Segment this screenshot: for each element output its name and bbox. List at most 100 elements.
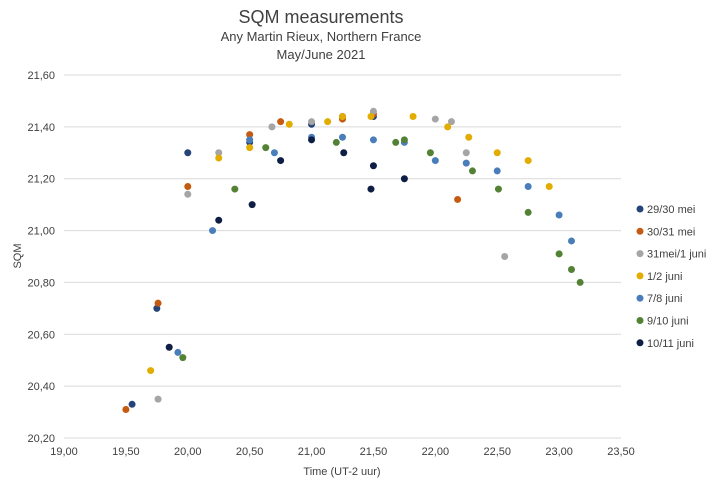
data-point — [468, 167, 476, 175]
data-point — [369, 162, 377, 170]
legend-label: 10/11 juni — [647, 338, 694, 350]
data-point — [179, 354, 187, 362]
legend-marker — [636, 250, 644, 258]
data-point — [545, 182, 553, 190]
data-point — [215, 154, 223, 162]
data-point — [555, 211, 563, 219]
x-tick-label: 23,00 — [545, 446, 573, 458]
data-point — [524, 182, 532, 190]
data-point — [340, 149, 348, 157]
data-point — [369, 107, 377, 115]
data-point — [248, 201, 256, 209]
data-point — [392, 138, 400, 146]
legend-label: 31mei/1 juni — [647, 249, 706, 261]
data-point — [174, 348, 182, 356]
legend-marker — [636, 339, 644, 347]
data-point — [246, 131, 254, 139]
x-tick-label: 20,50 — [236, 446, 264, 458]
data-point — [215, 149, 223, 157]
data-point — [277, 118, 285, 126]
legend: 29/30 mei 30/31 mei 31mei/1 juni 1/2 juni 7/… — [636, 204, 706, 350]
data-point — [270, 149, 278, 157]
data-point — [165, 343, 173, 351]
data-point — [465, 133, 473, 141]
x-axis-ticks: 19,00 19,50 20,00 20,50 21,00 21,50 22,00 22,50… — [50, 446, 635, 458]
legend-label: 30/31 mei — [647, 226, 695, 238]
y-tick-label: 21,20 — [27, 174, 55, 186]
data-point — [426, 149, 434, 157]
data-point — [215, 216, 223, 224]
chart-subtitle-2: May/June 2021 — [277, 47, 366, 62]
legend-label: 29/30 mei — [647, 204, 695, 216]
y-tick-label: 21,60 — [27, 70, 55, 82]
legend-marker — [636, 294, 644, 302]
legend-marker — [636, 205, 644, 213]
x-tick-label: 21,00 — [298, 446, 326, 458]
data-point — [246, 136, 254, 144]
legend-label: 1/2 juni — [647, 271, 682, 283]
y-tick-label: 21,40 — [27, 122, 55, 134]
data-point — [493, 149, 501, 157]
data-point — [494, 185, 502, 193]
y-tick-label: 20,80 — [27, 277, 55, 289]
y-tick-label: 20,20 — [27, 433, 55, 445]
data-point — [154, 395, 162, 403]
data-point — [285, 120, 293, 128]
data-point — [128, 400, 136, 408]
data-point — [268, 123, 276, 131]
data-point — [231, 185, 239, 193]
data-point — [501, 253, 509, 260]
legend-marker — [636, 227, 644, 235]
data-point — [367, 185, 375, 193]
data-point — [524, 157, 532, 165]
x-tick-label: 20,00 — [174, 446, 202, 458]
x-tick-label: 19,50 — [112, 446, 140, 458]
chart-title: SQM measurements — [238, 7, 403, 27]
legend-marker — [636, 317, 644, 324]
data-point — [447, 118, 455, 126]
x-tick-label: 22,00 — [422, 446, 450, 458]
data-point — [184, 182, 192, 190]
data-point — [184, 149, 192, 157]
gridlines — [64, 74, 621, 387]
data-point — [147, 367, 155, 375]
legend-label: 9/10 juni — [647, 316, 689, 328]
data-point — [400, 175, 408, 183]
data-point — [209, 227, 217, 235]
data-point — [454, 195, 462, 203]
data-point — [324, 118, 332, 126]
data-point — [122, 405, 130, 413]
data-point — [567, 237, 575, 245]
data-point — [184, 190, 192, 198]
data-point — [409, 112, 417, 120]
data-point — [462, 159, 470, 167]
data-point — [493, 167, 501, 175]
data-point — [332, 138, 340, 146]
data-point — [431, 115, 439, 123]
data-points — [122, 107, 584, 413]
data-point — [339, 112, 346, 120]
data-point — [431, 157, 439, 165]
data-point — [524, 208, 532, 216]
x-axis-label: Time (UT-2 uur) — [303, 466, 380, 478]
chart-subtitle-1: Any Martin Rieux, Northern France — [221, 29, 422, 44]
data-point — [367, 112, 375, 120]
y-tick-label: 20,60 — [27, 329, 55, 341]
x-tick-label: 22,50 — [483, 446, 511, 458]
data-point — [308, 118, 316, 126]
y-tick-label: 21,00 — [27, 226, 55, 238]
y-tick-label: 20,40 — [27, 381, 55, 393]
x-tick-label: 19,00 — [50, 446, 78, 458]
y-axis-label: SQM — [12, 243, 24, 268]
legend-label: 7/8 juni — [647, 293, 682, 305]
x-tick-label: 23,50 — [607, 446, 635, 458]
data-point — [308, 136, 316, 144]
data-point — [154, 299, 162, 307]
data-point — [462, 149, 470, 157]
legend-marker — [636, 272, 644, 280]
x-tick-label: 21,50 — [360, 446, 388, 458]
data-point — [400, 136, 408, 144]
data-point — [369, 136, 377, 144]
data-point — [576, 278, 584, 286]
